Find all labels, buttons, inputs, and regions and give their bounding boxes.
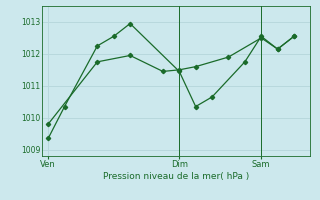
X-axis label: Pression niveau de la mer( hPa ): Pression niveau de la mer( hPa ) xyxy=(103,172,249,181)
